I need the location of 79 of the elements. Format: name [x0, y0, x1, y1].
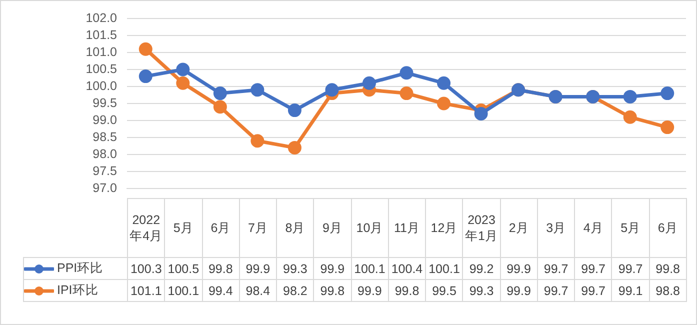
data-label: 99.9 — [239, 258, 277, 280]
data-label: 100.4 — [388, 258, 426, 280]
x-tick-label: 6月 — [202, 198, 240, 258]
legend-label: PPI环比 — [57, 261, 104, 275]
data-label: 99.7 — [537, 258, 575, 280]
y-tick-label: 97.5 — [92, 164, 118, 178]
y-tick-label: 100.0 — [86, 78, 118, 93]
point — [660, 120, 674, 134]
x-tick-label: 9月 — [314, 198, 352, 258]
point — [213, 100, 227, 114]
y-tick-label: 99.0 — [92, 112, 118, 127]
data-label: 99.3 — [276, 258, 314, 280]
data-label: 99.3 — [462, 280, 500, 302]
data-label: 99.9 — [351, 280, 388, 302]
point — [288, 104, 302, 118]
point — [325, 83, 339, 97]
point — [400, 66, 414, 80]
data-label: 100.5 — [164, 258, 202, 280]
point — [437, 96, 451, 110]
data-label: 99.7 — [612, 258, 650, 280]
data-label: 99.9 — [500, 280, 538, 302]
data-label: 99.1 — [612, 280, 650, 302]
point — [138, 42, 152, 56]
point — [474, 106, 488, 120]
data-label: 99.2 — [462, 258, 500, 280]
x-tick-label: 2月 — [500, 198, 538, 258]
data-label: 100.1 — [351, 258, 388, 280]
data-label: 99.8 — [314, 280, 352, 302]
x-tick-label: 11月 — [388, 198, 426, 258]
data-label: 100.1 — [426, 258, 463, 280]
point — [400, 86, 414, 100]
point — [176, 76, 190, 90]
data-label: 100.3 — [128, 258, 165, 280]
data-label: 99.5 — [426, 280, 463, 302]
point — [213, 86, 227, 100]
x-tick-label: 2023年1月 — [462, 198, 500, 258]
y-tick-label: 101.0 — [86, 44, 118, 59]
x-tick-label: 10月 — [351, 198, 388, 258]
point — [623, 110, 637, 124]
point — [176, 62, 190, 76]
x-tick-label: 2022年4月 — [128, 198, 165, 258]
data-label: 99.7 — [537, 280, 575, 302]
data-label: 98.8 — [649, 280, 686, 302]
point — [362, 76, 376, 90]
data-label: 99.8 — [388, 280, 426, 302]
data-label: 99.9 — [500, 258, 538, 280]
legend-label: IPI环比 — [57, 283, 98, 297]
data-label: 99.8 — [202, 258, 240, 280]
data-label: 98.4 — [239, 280, 277, 302]
x-tick-label: 5月 — [612, 198, 650, 258]
y-tick-label: 98.0 — [92, 146, 118, 161]
x-tick-label: 8月 — [276, 198, 314, 258]
point — [250, 83, 264, 97]
x-tick-label: 5月 — [164, 198, 202, 258]
data-label: 101.1 — [128, 280, 165, 302]
x-tick-label: 12月 — [426, 198, 463, 258]
point — [437, 76, 451, 90]
y-tick-label: 98.5 — [92, 130, 118, 144]
y-tick-label: 97.0 — [92, 180, 118, 195]
data-label: 99.4 — [202, 280, 240, 302]
x-tick-label: 7月 — [239, 198, 277, 258]
data-label: 99.9 — [314, 258, 352, 280]
y-tick-label: 100.5 — [86, 62, 118, 76]
point — [660, 86, 674, 100]
point — [623, 90, 637, 104]
point — [288, 140, 302, 154]
data-label: 99.7 — [574, 258, 612, 280]
point — [138, 70, 152, 84]
x-tick-label: 6月 — [649, 198, 686, 258]
data-label: 98.2 — [276, 280, 314, 302]
y-tick-label: 99.5 — [92, 96, 118, 110]
data-label: 99.7 — [574, 280, 612, 302]
x-tick-label: 4月 — [574, 198, 612, 258]
y-tick-label: 102.0 — [86, 10, 118, 25]
point — [250, 134, 264, 148]
data-label: 99.8 — [649, 258, 686, 280]
data-label: 100.1 — [164, 280, 202, 302]
y-tick-label: 101.5 — [86, 28, 118, 42]
x-tick-label: 3月 — [537, 198, 575, 258]
